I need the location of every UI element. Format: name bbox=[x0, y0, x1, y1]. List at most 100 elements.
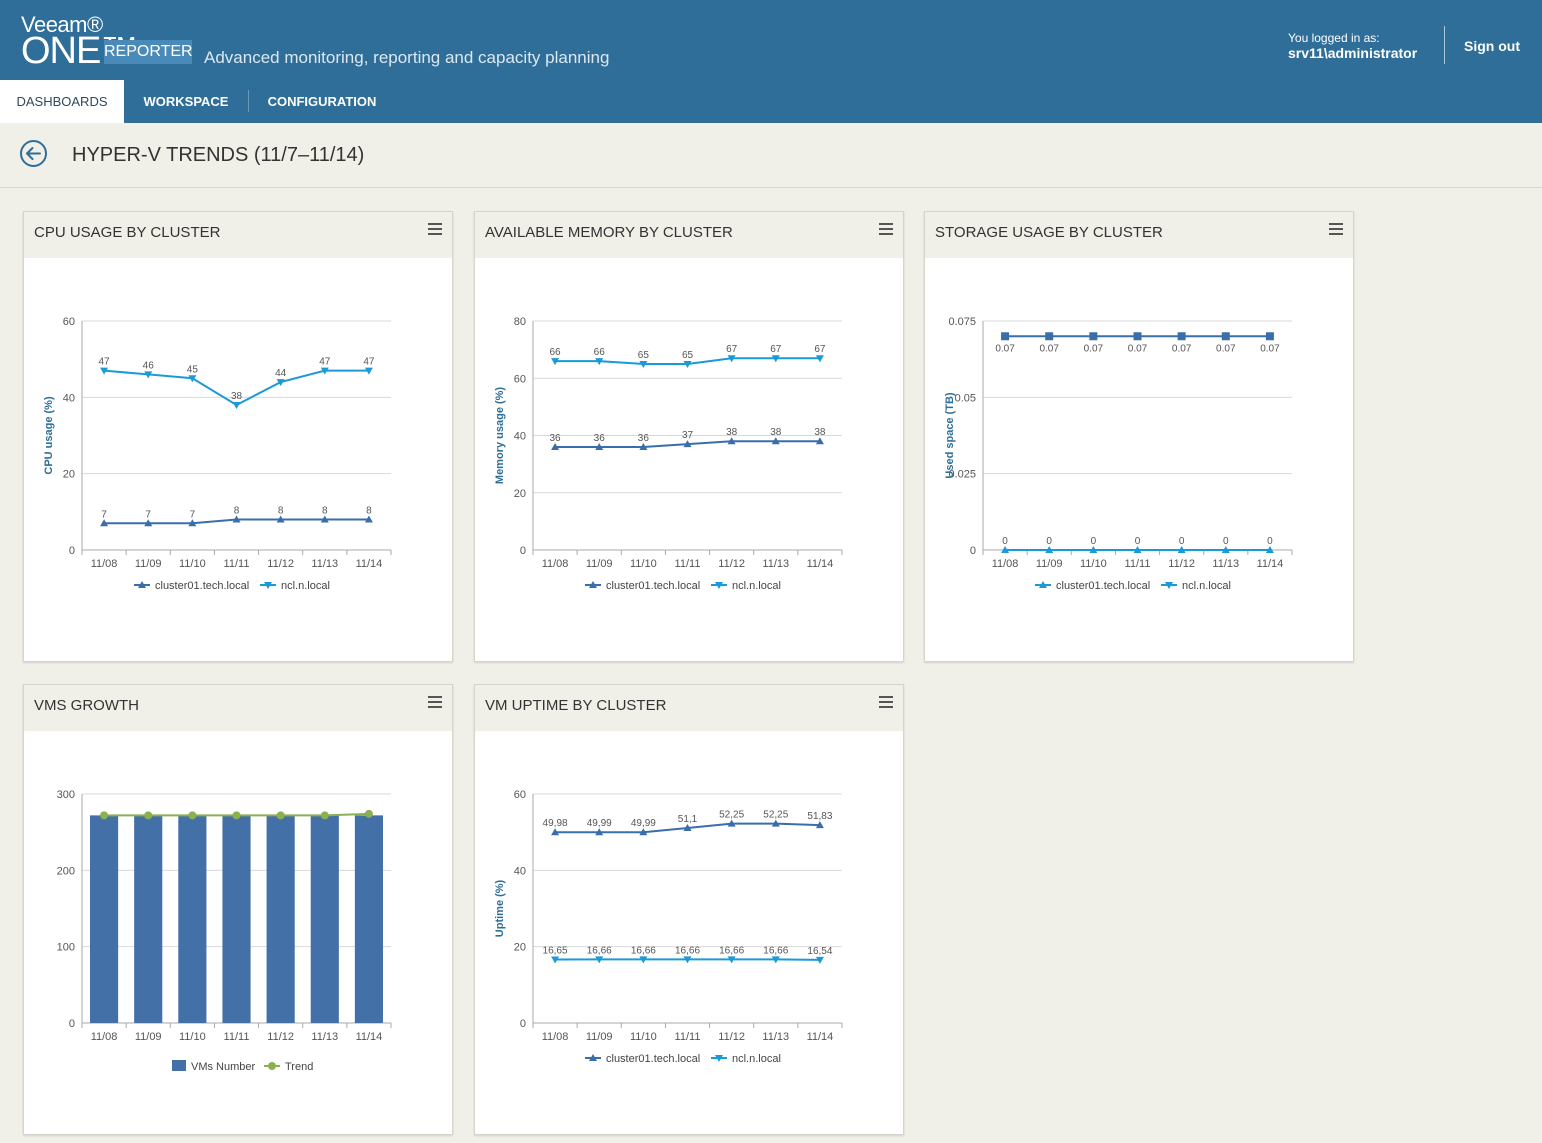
y-axis-label: Memory usage (%) bbox=[494, 387, 506, 485]
menu-icon[interactable] bbox=[428, 696, 442, 708]
panel-header: STORAGE USAGE BY CLUSTER bbox=[925, 212, 1353, 258]
y-tick-label: 0.05 bbox=[955, 392, 976, 404]
top-header: Veeam® ONE™ REPORTER Advanced monitoring… bbox=[0, 0, 1542, 123]
x-tick-label: 11/11 bbox=[224, 1031, 250, 1043]
bar bbox=[354, 815, 383, 1023]
data-label: 38 bbox=[770, 427, 782, 438]
data-label: 67 bbox=[726, 344, 738, 355]
x-tick-label: 11/14 bbox=[807, 558, 834, 570]
trend-point bbox=[276, 811, 285, 820]
tab-dashboards[interactable]: DASHBOARDS bbox=[0, 80, 124, 123]
data-point bbox=[1133, 332, 1142, 341]
y-tick-label: 0.025 bbox=[948, 469, 976, 481]
data-point bbox=[1045, 546, 1054, 553]
data-point bbox=[1045, 332, 1054, 341]
x-tick-label: 11/14 bbox=[356, 1031, 383, 1043]
data-label: 16,66 bbox=[719, 945, 744, 956]
x-tick-label: 11/08 bbox=[91, 558, 118, 570]
data-point bbox=[551, 956, 560, 964]
x-tick-label: 11/12 bbox=[718, 558, 745, 570]
bar bbox=[310, 815, 339, 1023]
data-point bbox=[551, 358, 560, 366]
data-point bbox=[144, 371, 153, 379]
menu-icon[interactable] bbox=[879, 223, 893, 235]
legend-marker bbox=[268, 1062, 276, 1070]
x-tick-label: 11/11 bbox=[675, 1031, 701, 1043]
x-tick-label: 11/09 bbox=[586, 1031, 613, 1043]
data-label: 0.07 bbox=[1216, 343, 1236, 354]
bar bbox=[178, 815, 207, 1023]
back-button[interactable] bbox=[20, 140, 47, 167]
x-tick-label: 11/09 bbox=[135, 558, 162, 570]
panel-header: VMS GROWTH bbox=[24, 685, 452, 731]
x-tick-label: 11/08 bbox=[542, 1031, 569, 1043]
legend-label: Trend bbox=[285, 1061, 313, 1073]
x-tick-label: 11/13 bbox=[762, 1031, 789, 1043]
panel-header: VM UPTIME BY CLUSTER bbox=[475, 685, 903, 731]
legend-marker bbox=[1039, 581, 1047, 588]
data-point bbox=[1265, 546, 1274, 553]
data-point bbox=[364, 367, 373, 375]
data-point bbox=[100, 519, 109, 527]
data-point bbox=[1001, 546, 1010, 553]
legend-marker bbox=[264, 582, 272, 589]
y-tick-label: 0 bbox=[970, 545, 976, 557]
data-point bbox=[551, 828, 560, 836]
storage-chart: 0 0.025 0.05 0.075 11/08 11/09 11/10 11/11 11/12… bbox=[944, 316, 1293, 592]
data-label: 45 bbox=[187, 364, 199, 375]
panel-title: STORAGE USAGE BY CLUSTER bbox=[935, 224, 1163, 241]
data-label: 8 bbox=[322, 505, 328, 516]
data-label: 38 bbox=[231, 391, 243, 402]
tab-configuration[interactable]: CONFIGURATION bbox=[267, 94, 377, 109]
legend-label: cluster01.tech.local bbox=[155, 580, 249, 592]
y-tick-label: 20 bbox=[514, 942, 526, 954]
bar bbox=[90, 815, 119, 1023]
sign-out-link[interactable]: Sign out bbox=[1464, 38, 1520, 54]
data-label: 0.07 bbox=[995, 343, 1015, 354]
y-tick-label: 0 bbox=[520, 545, 526, 557]
data-label: 51,83 bbox=[807, 811, 832, 822]
data-label: 0 bbox=[1179, 536, 1185, 547]
y-tick-label: 100 bbox=[57, 942, 75, 954]
y-tick-label: 40 bbox=[514, 865, 526, 877]
data-label: 66 bbox=[550, 347, 562, 358]
x-tick-label: 11/12 bbox=[267, 1031, 294, 1043]
data-point bbox=[771, 355, 780, 363]
data-point bbox=[815, 355, 824, 363]
data-label: 38 bbox=[814, 427, 826, 438]
x-tick-label: 11/11 bbox=[1125, 558, 1151, 570]
brand-reporter: REPORTER bbox=[104, 40, 193, 64]
menu-icon[interactable] bbox=[428, 223, 442, 235]
y-axis-label: CPU usage (%) bbox=[43, 396, 55, 475]
trend-point bbox=[364, 809, 373, 818]
menu-icon[interactable] bbox=[879, 696, 893, 708]
data-label: 16,66 bbox=[631, 945, 656, 956]
x-tick-label: 11/09 bbox=[135, 1031, 162, 1043]
tab-workspace[interactable]: WORKSPACE bbox=[143, 94, 229, 109]
y-tick-label: 60 bbox=[514, 789, 526, 801]
legend-swatch bbox=[172, 1060, 186, 1071]
y-tick-label: 0 bbox=[69, 545, 75, 557]
tab-divider bbox=[248, 90, 249, 112]
data-point bbox=[771, 956, 780, 964]
y-tick-label: 300 bbox=[57, 789, 75, 801]
panel-storage-usage: STORAGE USAGE BY CLUSTER 0 0.025 0.05 0.075… bbox=[924, 211, 1354, 662]
menu-icon[interactable] bbox=[1329, 223, 1343, 235]
panel-title: AVAILABLE MEMORY BY CLUSTER bbox=[485, 224, 733, 241]
legend-label: ncl.n.local bbox=[281, 580, 330, 592]
data-point bbox=[815, 821, 824, 829]
data-label: 0.07 bbox=[1039, 343, 1059, 354]
data-label: 36 bbox=[638, 433, 650, 444]
data-label: 65 bbox=[638, 350, 650, 361]
data-point bbox=[595, 956, 604, 964]
data-point bbox=[100, 367, 109, 375]
data-point bbox=[727, 819, 736, 827]
data-label: 52,25 bbox=[719, 810, 744, 821]
panel-title: VMS GROWTH bbox=[34, 697, 139, 714]
x-tick-label: 11/14 bbox=[356, 558, 383, 570]
data-label: 0.07 bbox=[1260, 343, 1280, 354]
y-tick-label: 20 bbox=[514, 488, 526, 500]
brand-veeam: Veeam® bbox=[21, 12, 103, 37]
data-label: 0 bbox=[1223, 536, 1229, 547]
x-tick-label: 11/10 bbox=[1080, 558, 1107, 570]
